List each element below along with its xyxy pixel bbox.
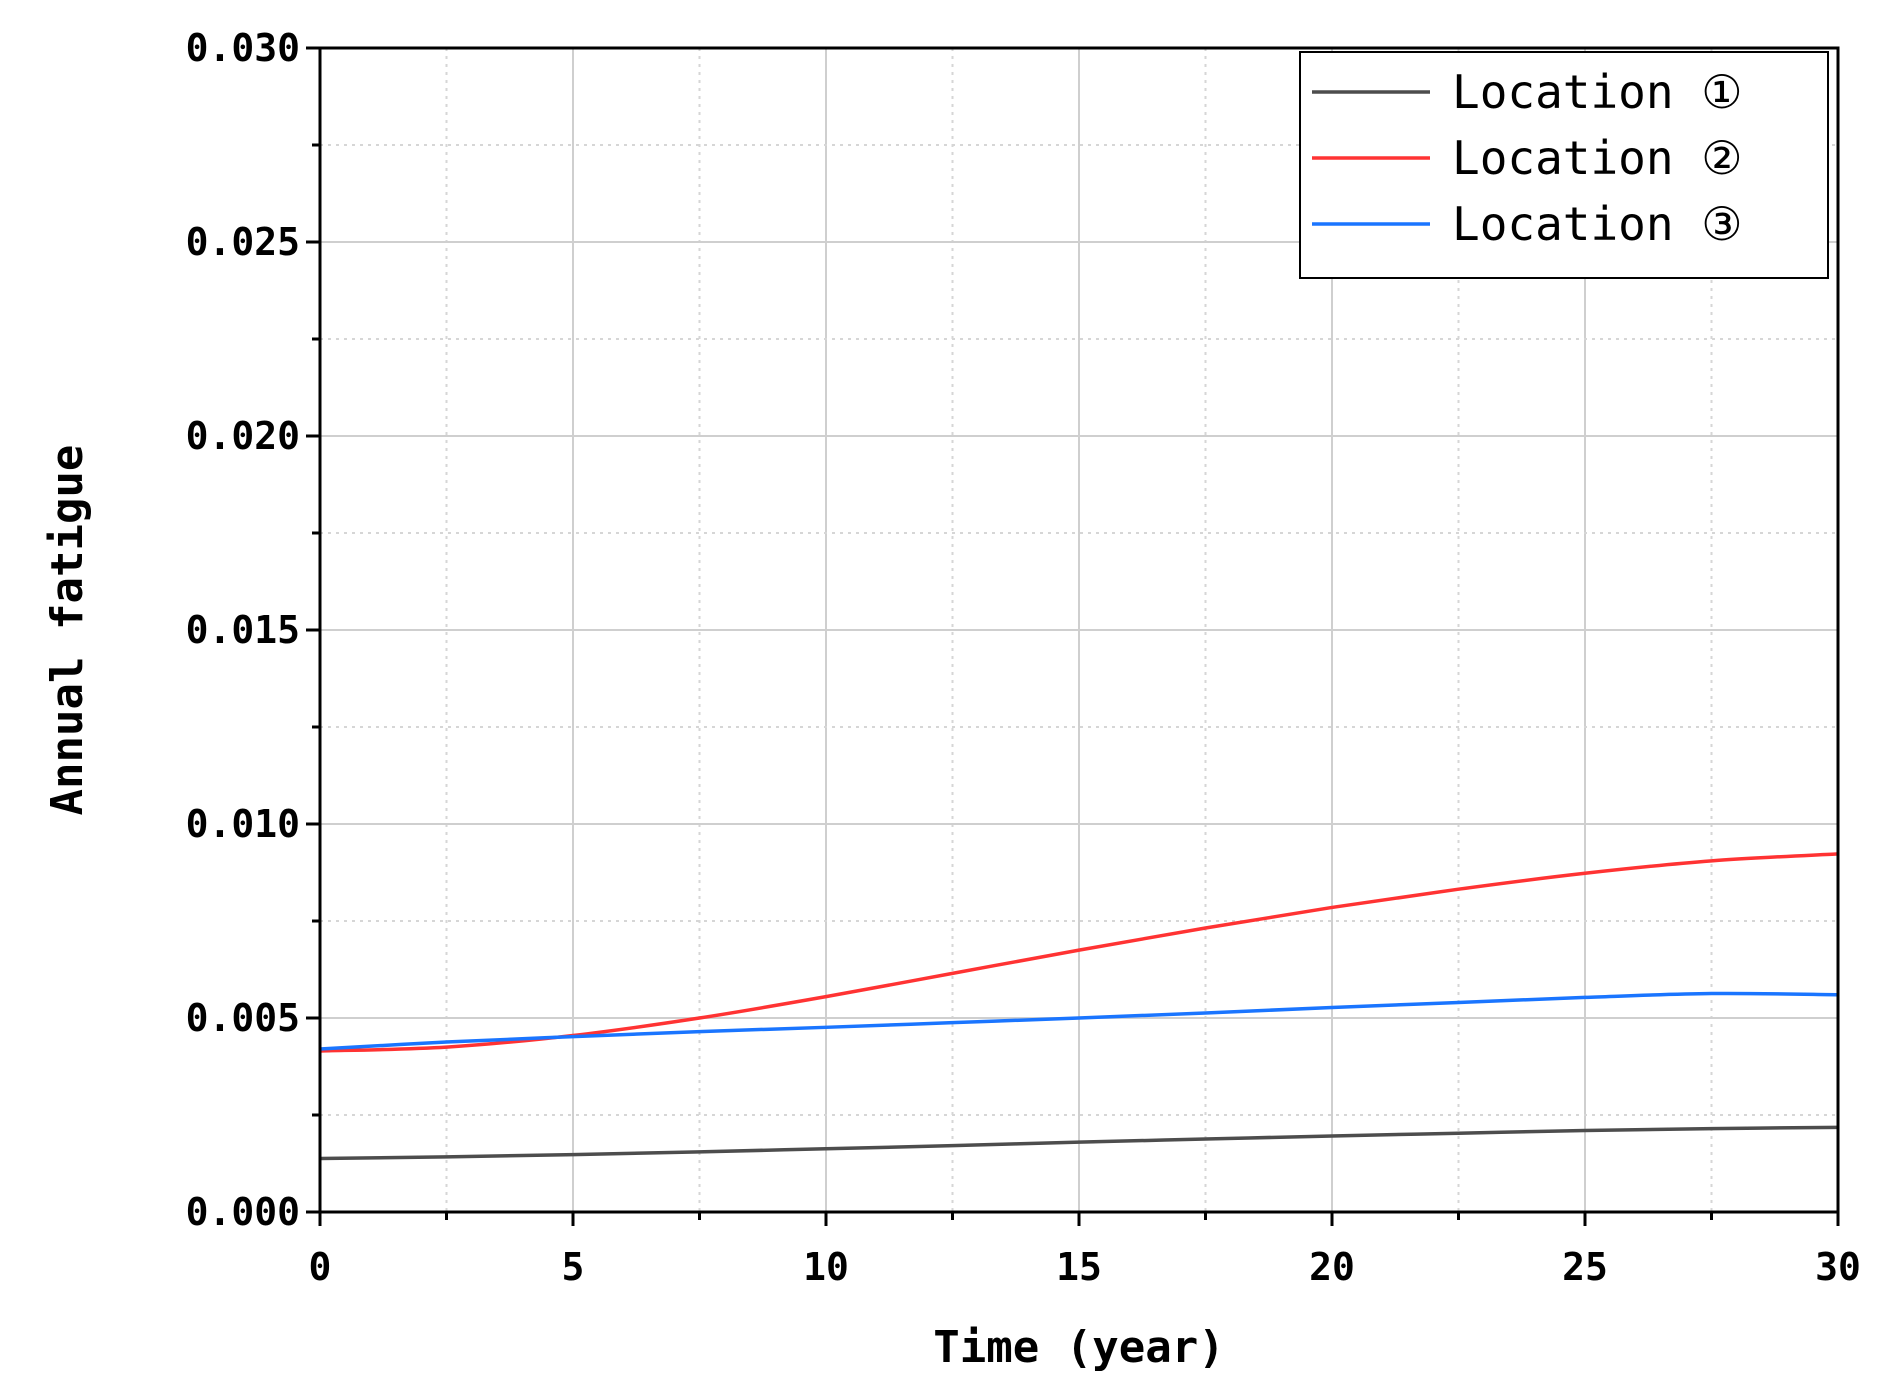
legend: Location ① Location ② Location ③ bbox=[1299, 51, 1829, 279]
legend-box bbox=[1299, 51, 1829, 279]
y-tick-label: 0.015 bbox=[186, 608, 300, 652]
y-tick-label: 0.025 bbox=[186, 220, 300, 264]
x-tick-label: 10 bbox=[803, 1245, 849, 1289]
x-tick-label: 25 bbox=[1562, 1245, 1608, 1289]
y-tick-labels: 0.000 0.005 0.010 0.015 0.020 0.025 0.030 bbox=[186, 26, 300, 1234]
x-axis-title: Time (year) bbox=[933, 1322, 1224, 1373]
y-axis-title: Annual fatigue bbox=[42, 445, 93, 816]
y-tick-label: 0.020 bbox=[186, 414, 300, 458]
x-tick-label: 15 bbox=[1056, 1245, 1102, 1289]
y-tick-label: 0.005 bbox=[186, 996, 300, 1040]
series-line-location-3 bbox=[319, 991, 1839, 1051]
x-tick-label: 20 bbox=[1309, 1245, 1355, 1289]
x-tick-label: 30 bbox=[1815, 1245, 1861, 1289]
y-tick-label: 0.030 bbox=[186, 26, 300, 70]
legend-label: Location ③ bbox=[1452, 197, 1743, 251]
x-tick-labels: 0 5 10 15 20 25 30 bbox=[309, 1245, 1861, 1289]
x-tick-label: 5 bbox=[562, 1245, 585, 1289]
y-tick-label: 0.010 bbox=[186, 802, 300, 846]
x-tick-label: 0 bbox=[309, 1245, 332, 1289]
axis-ticks bbox=[306, 46, 1840, 1226]
grid bbox=[320, 48, 1838, 1212]
legend-label: Location ① bbox=[1452, 65, 1743, 119]
y-tick-label: 0.000 bbox=[186, 1190, 300, 1234]
series-layer bbox=[319, 852, 1839, 1161]
series-line-location-1 bbox=[319, 1125, 1839, 1161]
legend-label: Location ② bbox=[1452, 131, 1743, 185]
